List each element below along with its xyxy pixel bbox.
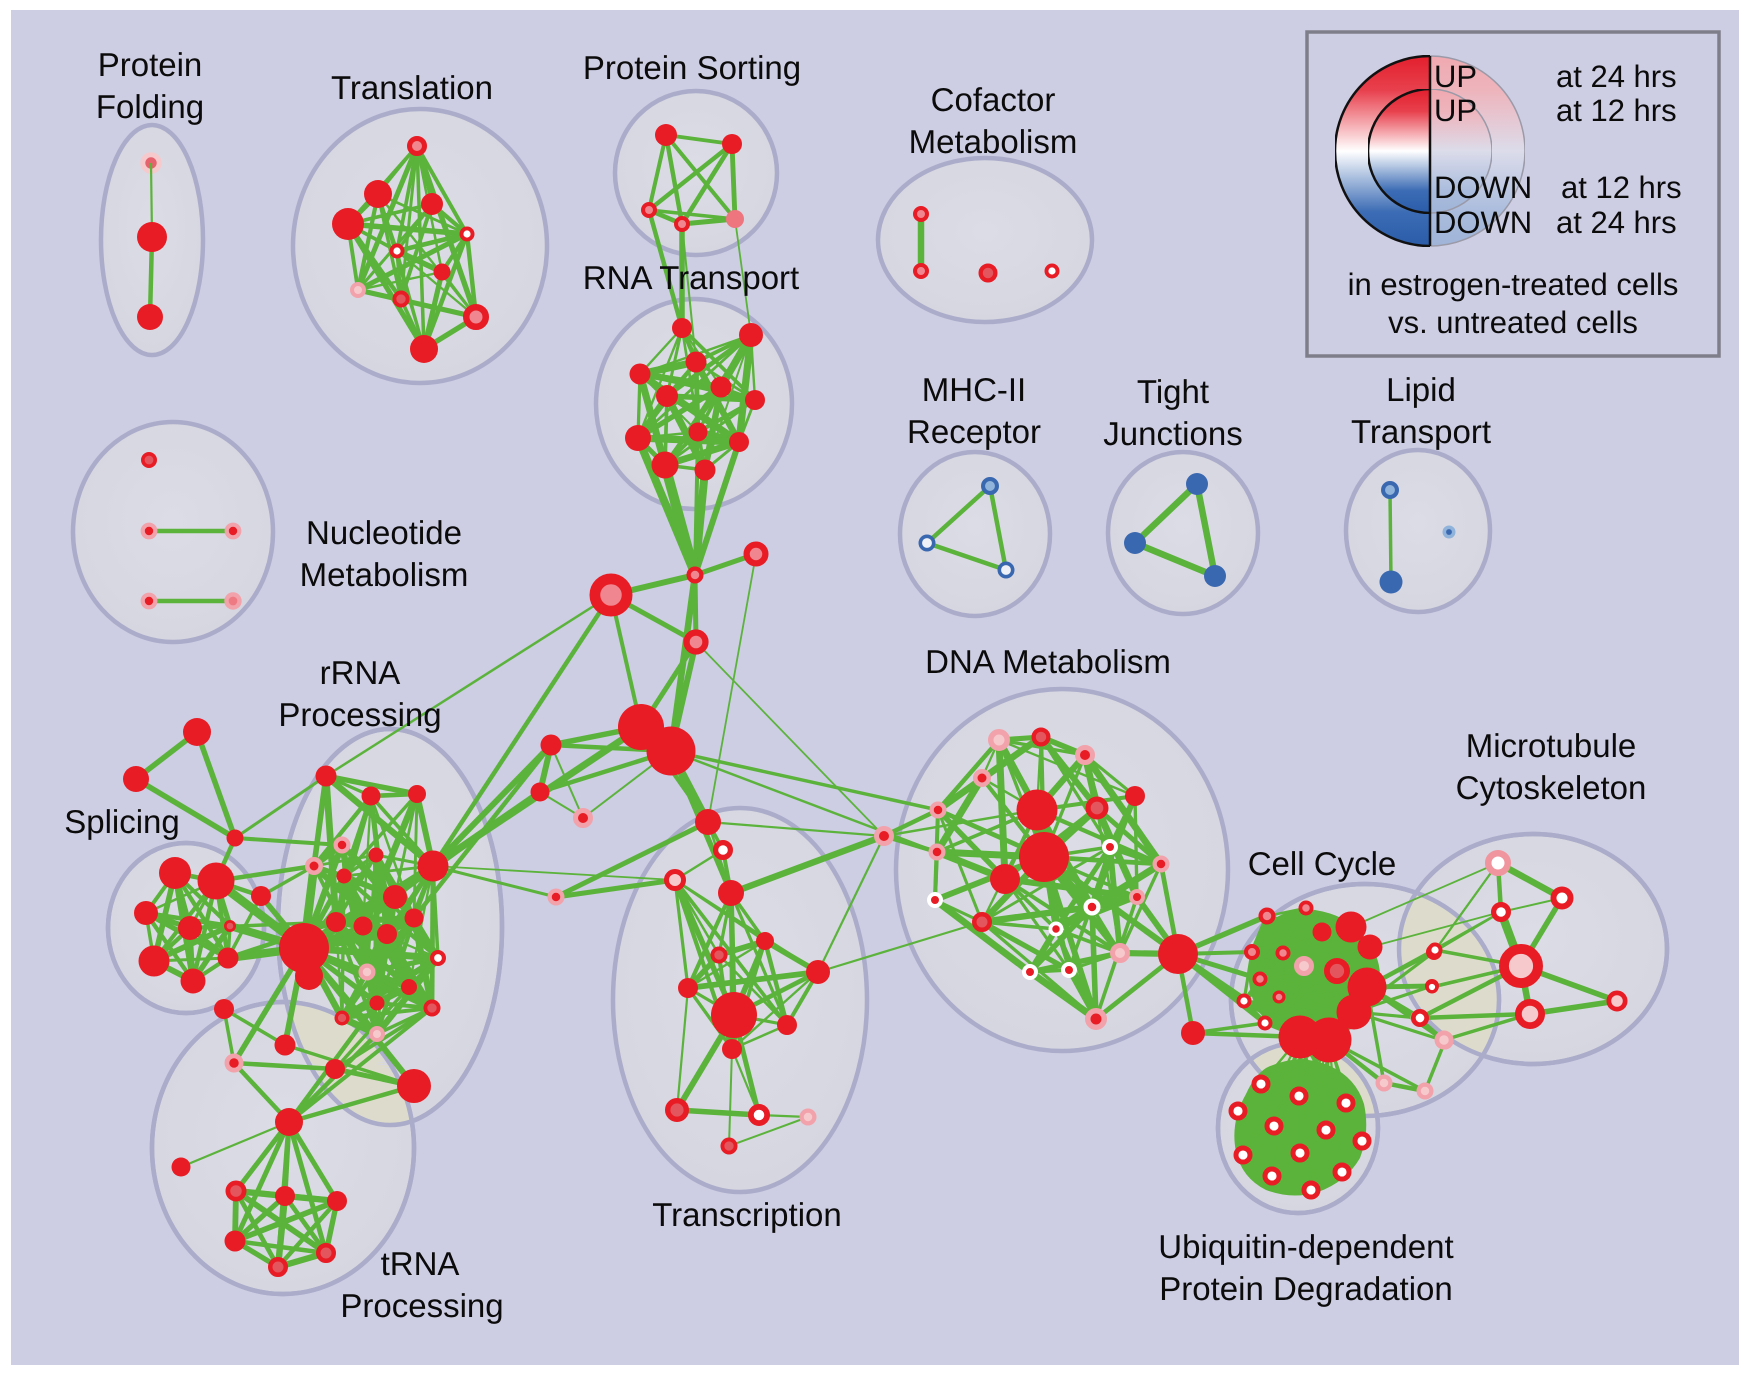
svg-text:Protein Degradation: Protein Degradation — [1159, 1270, 1453, 1307]
svg-text:at 24 hrs: at 24 hrs — [1556, 205, 1677, 240]
svg-text:in estrogen-treated cells: in estrogen-treated cells — [1348, 267, 1679, 302]
svg-text:Transport: Transport — [1351, 413, 1491, 450]
svg-text:MHC-II: MHC-II — [922, 371, 1026, 408]
svg-text:Protein Sorting: Protein Sorting — [583, 49, 801, 86]
svg-text:DNA Metabolism: DNA Metabolism — [925, 643, 1171, 680]
svg-text:Cell Cycle: Cell Cycle — [1248, 845, 1397, 882]
svg-text:vs. untreated cells: vs. untreated cells — [1388, 305, 1638, 340]
svg-text:Cytoskeleton: Cytoskeleton — [1456, 769, 1647, 806]
svg-text:tRNA: tRNA — [381, 1245, 460, 1282]
svg-text:Metabolism: Metabolism — [909, 123, 1078, 160]
svg-text:at 12 hrs: at 12 hrs — [1556, 93, 1677, 128]
svg-text:Lipid: Lipid — [1386, 371, 1456, 408]
svg-text:UP: UP — [1434, 93, 1477, 128]
svg-text:UP: UP — [1434, 59, 1477, 94]
svg-text:at 12 hrs: at 12 hrs — [1561, 170, 1682, 205]
svg-text:Processing: Processing — [340, 1287, 503, 1324]
svg-text:Metabolism: Metabolism — [300, 556, 469, 593]
svg-text:rRNA: rRNA — [320, 654, 401, 691]
svg-text:Transcription: Transcription — [652, 1196, 842, 1233]
svg-text:RNA Transport: RNA Transport — [583, 259, 799, 296]
svg-text:Junctions: Junctions — [1103, 415, 1242, 452]
svg-text:Microtubule: Microtubule — [1466, 727, 1637, 764]
svg-text:DOWN: DOWN — [1434, 205, 1532, 240]
svg-text:Tight: Tight — [1137, 373, 1209, 410]
svg-text:Translation: Translation — [331, 69, 493, 106]
svg-text:at 24 hrs: at 24 hrs — [1556, 59, 1677, 94]
svg-text:Folding: Folding — [96, 88, 204, 125]
svg-text:Processing: Processing — [278, 696, 441, 733]
svg-text:DOWN: DOWN — [1434, 170, 1532, 205]
svg-text:Receptor: Receptor — [907, 413, 1041, 450]
svg-text:Nucleotide: Nucleotide — [306, 514, 462, 551]
svg-text:Cofactor: Cofactor — [931, 81, 1056, 118]
svg-text:Ubiquitin-dependent: Ubiquitin-dependent — [1158, 1228, 1453, 1265]
svg-text:Splicing: Splicing — [64, 803, 180, 840]
svg-text:Protein: Protein — [98, 46, 203, 83]
